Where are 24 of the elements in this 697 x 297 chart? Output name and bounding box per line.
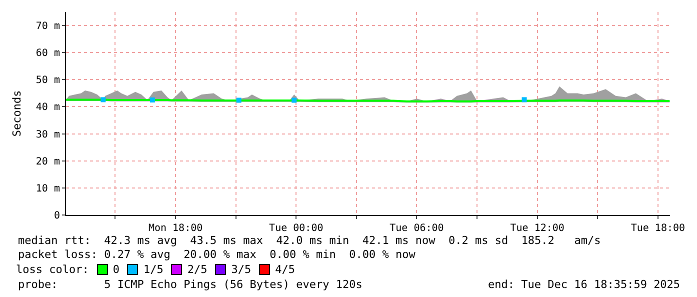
y-tick-label: 40 m [36, 102, 60, 114]
y-tick-label: 70 m [36, 21, 60, 32]
text: median rtt: 42.3 ms avg 43.5 ms max 42.0 ms min 42.1 ms now 0.2 ms sd 185.2 am/s [18, 234, 601, 247]
y-tick-label: 10 m [36, 183, 60, 194]
y-tick-label: 0 [54, 210, 60, 222]
legend-label: 0 [112, 263, 120, 276]
x-tick-label: Mon 18:00 [148, 223, 203, 234]
y-tick-label: 60 m [36, 48, 60, 60]
y-tick-label: 20 m [36, 156, 60, 168]
y-tick-label: 50 m [36, 75, 60, 86]
x-tick-label: Tue 00:00 [269, 223, 324, 234]
x-tick-label: Tue 12:00 [510, 223, 564, 234]
legend-label: 4/5 [275, 263, 295, 276]
y-axis-title: Seconds [10, 90, 24, 137]
y-tick-label: 30 m [36, 129, 60, 140]
x-tick-label: Tue 06:00 [390, 223, 444, 234]
text: packet loss: 0.27 % avg 20.00 % max 0.00 % min 0.00 % now [18, 248, 416, 261]
x-tick-label: Tue 18:00 [630, 223, 686, 234]
legend-title: loss color: [16, 263, 89, 276]
legend-label: 3/5 [231, 263, 252, 276]
legend-label: 1/5 [143, 263, 164, 276]
text: end: Tue Dec 16 18:35:59 2025 [488, 278, 680, 291]
text: probe: 5 ICMP Echo Pings (56 Bytes) every 120s [18, 278, 362, 291]
legend-label: 2/5 [187, 263, 208, 276]
